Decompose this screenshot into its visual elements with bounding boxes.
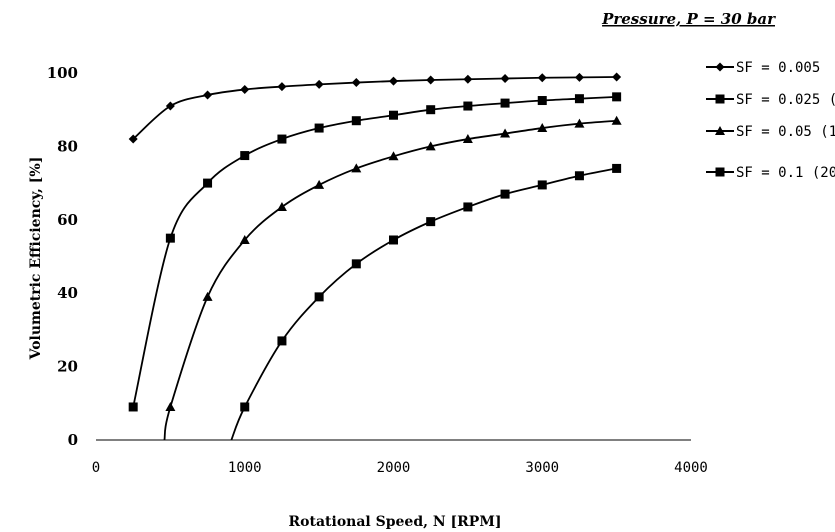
- y-tick-label: 20: [57, 358, 78, 376]
- data-point: [240, 402, 250, 412]
- data-point: [500, 98, 510, 108]
- x-axis-label: Rotational Speed, N [RPM]: [289, 514, 502, 530]
- series-4: [230, 163, 622, 441]
- series-2: [128, 92, 622, 412]
- legend-label: SF = 0.005: [736, 60, 820, 76]
- data-point: [351, 163, 362, 173]
- data-point: [203, 90, 213, 100]
- data-point: [389, 76, 398, 86]
- y-tick-label: 60: [57, 211, 78, 229]
- data-point: [463, 202, 473, 212]
- x-tick-label: 4000: [674, 460, 708, 476]
- data-point: [128, 402, 138, 412]
- data-point: [389, 235, 398, 245]
- data-point: [239, 234, 250, 244]
- data-point: [314, 179, 325, 189]
- legend-item-3: SF = 0.05 (10x): [706, 124, 835, 140]
- data-point: [351, 259, 361, 269]
- data-point: [388, 151, 399, 161]
- legend-marker: [715, 94, 725, 104]
- data-point: [165, 401, 176, 411]
- data-point: [537, 96, 547, 106]
- data-point: [537, 123, 548, 133]
- data-point: [463, 74, 473, 84]
- data-point: [426, 75, 436, 85]
- x-tick-label: 2000: [377, 460, 411, 476]
- series-1: [128, 72, 622, 144]
- data-point: [202, 291, 213, 301]
- y-axis-label: Volumetric Efficiency, [%]: [28, 157, 44, 361]
- data-point: [574, 72, 584, 82]
- legend-label: SF = 0.025 (5x): [736, 92, 835, 108]
- data-point: [537, 180, 547, 190]
- data-point: [277, 336, 287, 346]
- legend-marker: [715, 167, 725, 177]
- data-point: [537, 73, 547, 83]
- data-point: [276, 201, 287, 211]
- series-layer: [128, 72, 622, 441]
- data-point: [425, 141, 436, 151]
- data-point: [128, 134, 138, 144]
- y-tick-label: 40: [57, 284, 78, 302]
- data-point: [314, 79, 324, 89]
- data-point: [165, 233, 175, 243]
- data-point: [277, 134, 287, 144]
- data-point: [314, 123, 324, 133]
- data-point: [240, 85, 250, 95]
- data-point: [574, 171, 584, 181]
- y-tick-label: 0: [68, 431, 78, 449]
- data-point: [426, 217, 436, 227]
- legend-marker: [715, 62, 725, 72]
- chart-title: Pressure, P = 30 bar: [601, 10, 776, 28]
- legend-item-2: SF = 0.025 (5x): [706, 92, 835, 108]
- legend-item-1: SF = 0.005: [706, 60, 820, 76]
- legend: SF = 0.005 SF = 0.025 (5x) SF = 0.05 (10x)…: [706, 60, 835, 181]
- data-point: [500, 128, 511, 138]
- data-point: [462, 134, 473, 144]
- data-point: [611, 115, 622, 125]
- data-point: [612, 72, 622, 82]
- series-3: [163, 115, 622, 441]
- x-tick-label: 1000: [228, 460, 262, 476]
- legend-label: SF = 0.05 (10x): [736, 124, 835, 140]
- data-point: [165, 101, 175, 111]
- data-point: [574, 118, 585, 128]
- data-point: [389, 110, 398, 120]
- data-point: [314, 292, 324, 302]
- data-point: [351, 116, 361, 126]
- data-point: [277, 82, 287, 92]
- data-point: [500, 189, 510, 199]
- data-point: [500, 74, 510, 84]
- data-point: [203, 178, 213, 188]
- legend-item-4: SF = 0.1 (20x): [706, 165, 835, 181]
- x-tick-label: 3000: [525, 460, 559, 476]
- data-point: [612, 92, 622, 102]
- legend-marker: [715, 126, 725, 135]
- data-point: [351, 78, 361, 88]
- data-point: [574, 94, 584, 104]
- y-tick-label: 100: [47, 64, 78, 82]
- series-line: [163, 119, 617, 441]
- y-tick-label: 80: [57, 137, 78, 155]
- data-point: [240, 151, 250, 161]
- series-line: [230, 167, 617, 441]
- legend-label: SF = 0.1 (20x): [736, 165, 835, 181]
- data-point: [426, 105, 436, 115]
- data-point: [463, 101, 473, 111]
- data-point: [612, 163, 622, 173]
- x-tick-label: 0: [92, 460, 100, 476]
